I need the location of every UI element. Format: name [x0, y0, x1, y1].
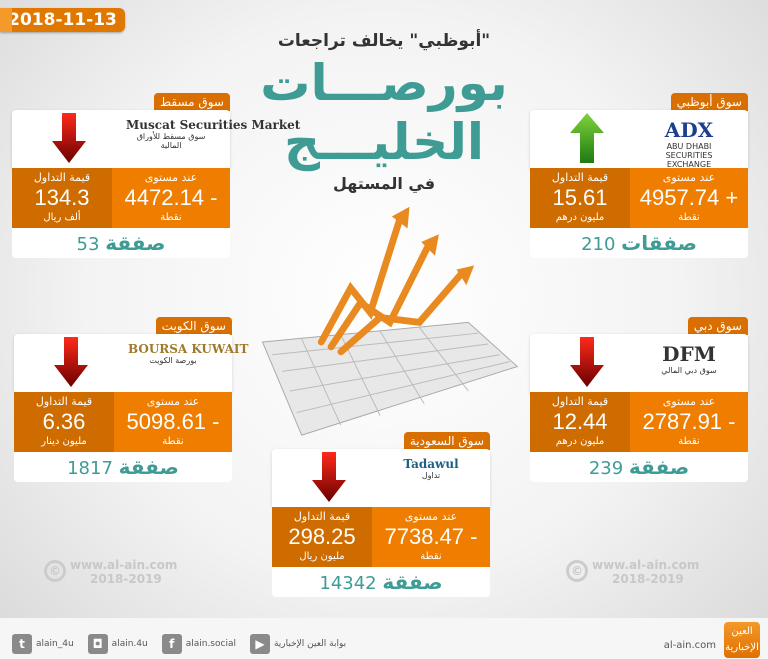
index-level: عند مستوى 2787.91 - نقطة	[630, 392, 748, 452]
up-arrow-icon	[570, 113, 604, 163]
trade-value: قيمة التداول 298.25 مليون ريال	[272, 507, 372, 567]
index-level: عند مستوى 7738.47 - نقطة	[372, 507, 490, 567]
kuwait-logo: BOURSA KUWAIT بورصة الكويت	[128, 342, 249, 365]
index-level: عند مستوى 4472.14 - نقطة	[112, 168, 230, 228]
title-line-1: بورصـــات	[260, 54, 508, 112]
subtitle: "أبوظبي" يخالف تراجعات	[277, 31, 491, 51]
trade-value: قيمة التداول 134.3 ألف ريال	[12, 168, 112, 228]
down-arrow-icon	[54, 337, 88, 387]
muscat-logo: Muscat Securities Market سوق مسقط للأورا…	[126, 118, 301, 150]
watermark-right: © www.al-ain.com 2018-2019	[566, 558, 699, 586]
market-name: سوق السعودية	[403, 432, 490, 450]
tagline: في المستهل	[332, 174, 436, 193]
index-level: عند مستوى 5098.61 - نقطة	[114, 392, 232, 452]
deals-count: صفقات 210	[530, 228, 748, 258]
social-link-twitter[interactable]: t alain_4u	[12, 634, 74, 654]
stats-row: عند مستوى 4472.14 - نقطة قيمة التداول 13…	[12, 168, 230, 228]
brand-logo: العين الإخبارية	[724, 622, 760, 658]
stats-row: عند مستوى 5098.61 - نقطة قيمة التداول 6.…	[14, 392, 232, 452]
stats-row: عند مستوى 7738.47 - نقطة قيمة التداول 29…	[272, 507, 490, 567]
adx-logo: ADX ABU DHABI SECURITIES EXCHANGE	[664, 118, 714, 169]
dfm-logo: DFM سوق دبي المالي	[661, 342, 717, 375]
trade-value: قيمة التداول 12.44 مليون درهم	[530, 392, 630, 452]
site-link[interactable]: al-ain.com	[663, 640, 716, 651]
trade-value: قيمة التداول 15.61 مليون درهم	[530, 168, 630, 228]
twitter-icon: t	[12, 634, 32, 654]
rising-chart-illustration	[261, 206, 519, 436]
stats-row: عند مستوى 2787.91 - نقطة قيمة التداول 12…	[530, 392, 748, 452]
down-arrow-icon	[570, 337, 604, 387]
logo-panel: Tadawul تداول	[272, 449, 490, 507]
date-badge: 2018-11-13	[0, 8, 125, 32]
deals-count: صفقة 1817	[14, 452, 232, 482]
market-name: سوق مسقط	[154, 93, 230, 111]
down-arrow-icon	[312, 452, 346, 502]
youtube-icon: ▶	[249, 634, 270, 654]
title-line-2: الخليـــج	[283, 113, 485, 171]
index-level: عند مستوى 4957.74 + نقطة	[630, 168, 748, 228]
stats-row: عند مستوى 4957.74 + نقطة قيمة التداول 15…	[530, 168, 748, 228]
market-name: سوق الكويت	[155, 317, 232, 335]
logo-panel: Muscat Securities Market سوق مسقط للأورا…	[12, 110, 301, 168]
social-link-facebook[interactable]: f alain.social	[161, 634, 236, 654]
saudi-logo: Tadawul تداول	[403, 457, 459, 480]
market-name: سوق أبوظبي	[670, 93, 748, 111]
instagram-icon: ◘	[87, 634, 108, 654]
deals-count: صفقة 53	[12, 228, 230, 258]
logo-panel: BOURSA KUWAIT بورصة الكويت	[14, 334, 249, 392]
social-link-instagram[interactable]: ◘ alain.4u	[87, 634, 148, 654]
logo-panel: ADX ABU DHABI SECURITIES EXCHANGE	[530, 110, 748, 169]
social-link-youtube[interactable]: ▶ بوابة العين الإخبارية	[249, 634, 346, 654]
market-name: سوق دبي	[687, 317, 748, 335]
down-arrow-icon	[52, 113, 86, 163]
facebook-icon: f	[161, 634, 182, 654]
deals-count: صفقة 239	[530, 452, 748, 482]
trade-value: قيمة التداول 6.36 مليون دينار	[14, 392, 114, 452]
footer: t alain_4u ◘ alain.4u f alain.social ▶ بوابة ال…	[0, 618, 768, 659]
deals-count: صفقة 14342	[272, 567, 490, 597]
watermark-left: © www.al-ain.com 2018-2019	[44, 558, 177, 586]
logo-panel: DFM سوق دبي المالي	[530, 334, 748, 392]
